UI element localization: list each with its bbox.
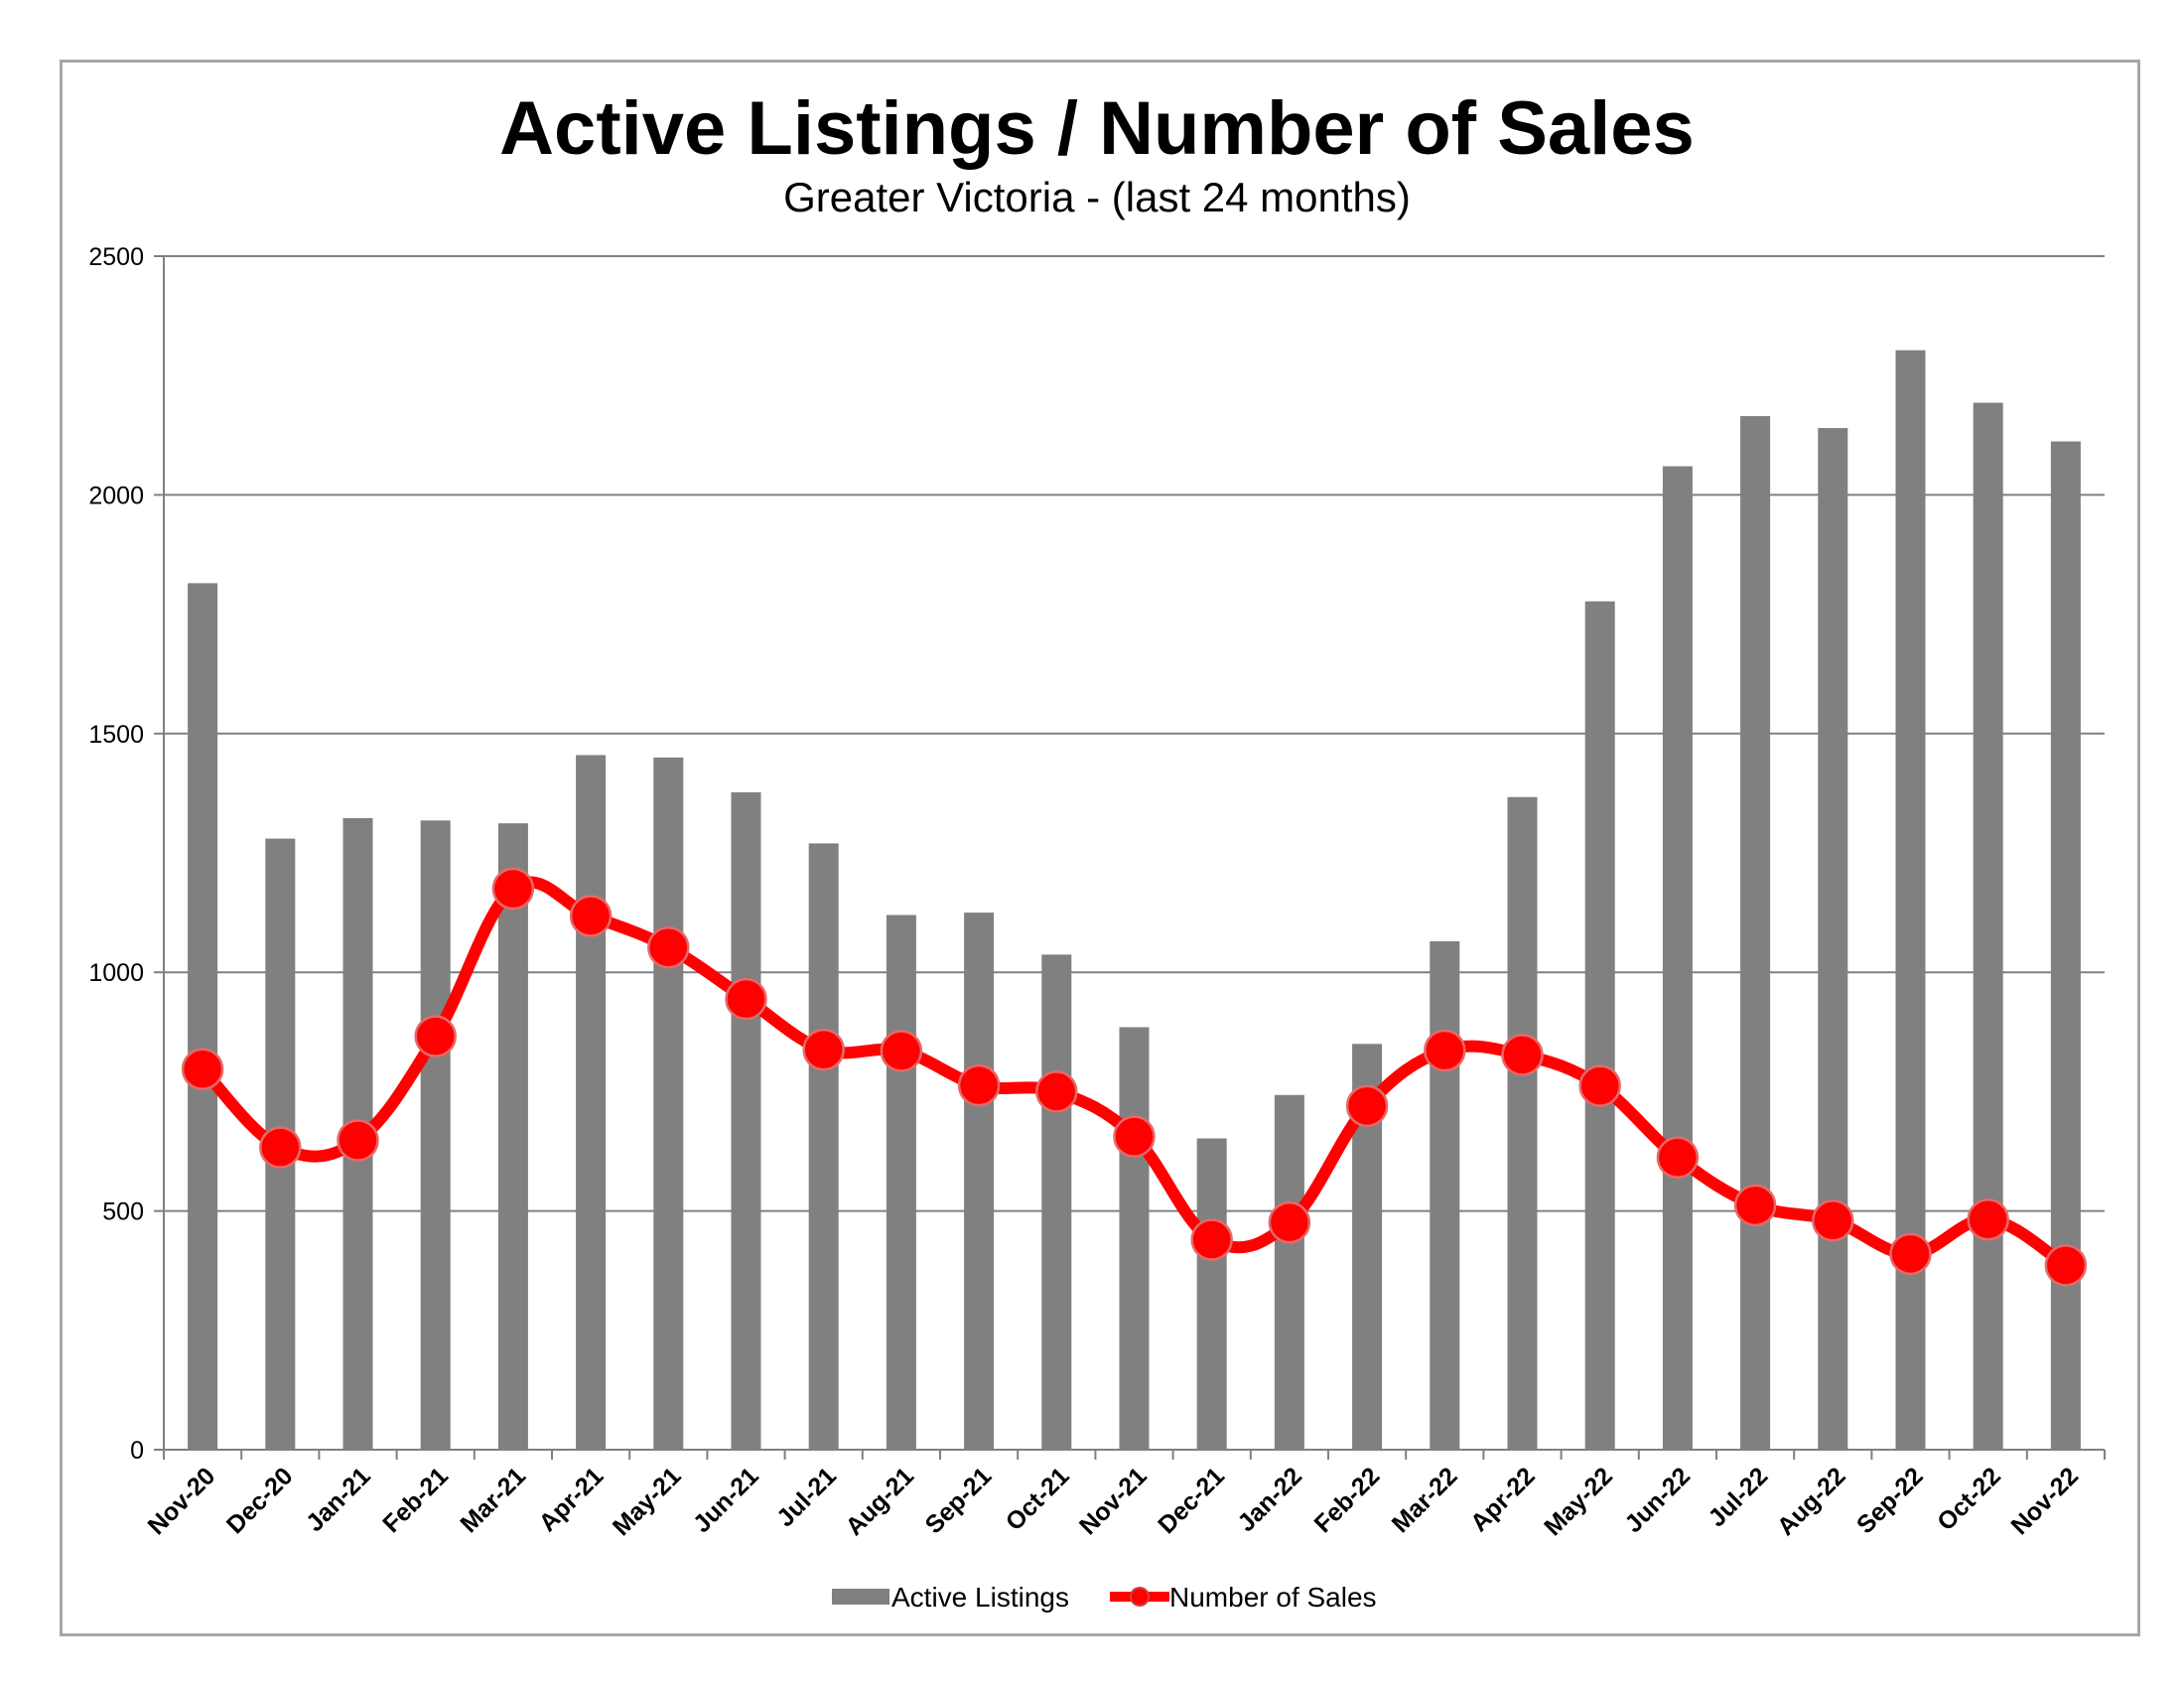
line-series-number-of-sales [181, 867, 2088, 1287]
x-tick-label-May-21: May-21 [608, 1462, 687, 1541]
x-tick-label-Oct-22: Oct-22 [1932, 1462, 2006, 1536]
point-number-of-sales-Feb-21 [414, 1015, 457, 1057]
point-number-of-sales-Jan-22 [1268, 1200, 1311, 1244]
y-tick-label-2500: 2500 [88, 243, 144, 271]
x-tick-label-Feb-22: Feb-22 [1309, 1462, 1386, 1538]
bar-active-listings-Aug-22 [1818, 428, 1848, 1450]
bar-active-listings-Jan-22 [1274, 1094, 1304, 1450]
y-tick-label-1000: 1000 [88, 959, 144, 987]
point-number-of-sales-Oct-22 [1967, 1198, 2009, 1241]
point-number-of-sales-Dec-21 [1190, 1218, 1233, 1261]
bar-active-listings-Nov-22 [2050, 441, 2081, 1450]
point-number-of-sales-Sep-21 [957, 1063, 1001, 1107]
x-tick-label-Apr-22: Apr-22 [1465, 1462, 1541, 1537]
bar-active-listings-May-22 [1584, 601, 1615, 1450]
point-number-of-sales-Jul-22 [1733, 1184, 1777, 1227]
legend-label-number-of-sales: Number of Sales [1169, 1582, 1377, 1613]
bar-active-listings-Mar-22 [1430, 940, 1460, 1450]
point-number-of-sales-Jul-21 [802, 1028, 845, 1071]
bar-series-active-listings [188, 350, 2081, 1451]
chart-title: Active Listings / Number of Sales [499, 86, 1695, 171]
x-tick-label-Oct-21: Oct-21 [1001, 1462, 1075, 1536]
bar-active-listings-Apr-21 [576, 755, 607, 1450]
legend-swatch-active-listings [832, 1589, 889, 1605]
legend-swatch-marker-number-of-sales [1130, 1587, 1150, 1607]
bar-active-listings-Aug-21 [886, 914, 916, 1450]
point-number-of-sales-Apr-22 [1501, 1034, 1544, 1076]
x-tick-label-Mar-21: Mar-21 [455, 1462, 531, 1538]
bar-active-listings-Jun-21 [731, 791, 761, 1450]
point-number-of-sales-Jan-21 [337, 1119, 379, 1162]
y-tick-label-500: 500 [102, 1198, 144, 1226]
bar-active-listings-Jun-22 [1662, 466, 1693, 1450]
x-tick-label-Dec-21: Dec-21 [1153, 1462, 1230, 1539]
point-number-of-sales-Nov-21 [1113, 1115, 1156, 1158]
bar-active-listings-Jul-22 [1740, 416, 1771, 1450]
chart-subtitle: Greater Victoria - (last 24 months) [783, 174, 1411, 220]
axes [154, 255, 2106, 1460]
x-tick-label-Aug-22: Aug-22 [1772, 1462, 1851, 1541]
bar-active-listings-Sep-21 [964, 913, 995, 1450]
point-number-of-sales-Nov-20 [181, 1048, 224, 1091]
y-tick-label-0: 0 [130, 1437, 144, 1465]
point-number-of-sales-Sep-22 [1889, 1232, 1932, 1276]
bar-active-listings-Mar-21 [497, 823, 528, 1450]
point-number-of-sales-Aug-21 [880, 1030, 923, 1072]
x-tick-label-Dec-20: Dec-20 [221, 1462, 299, 1539]
point-number-of-sales-Apr-21 [569, 895, 613, 937]
point-number-of-sales-Jun-22 [1656, 1136, 1700, 1180]
point-number-of-sales-Aug-22 [1812, 1198, 1854, 1242]
y-tick-label-1500: 1500 [88, 721, 144, 749]
x-tick-label-Mar-22: Mar-22 [1387, 1462, 1463, 1538]
legend-label-active-listings: Active Listings [891, 1582, 1069, 1613]
bar-active-listings-Nov-21 [1119, 1027, 1150, 1450]
x-tick-label-Jan-22: Jan-22 [1232, 1462, 1307, 1537]
bar-active-listings-Apr-22 [1507, 796, 1538, 1450]
bar-active-listings-Oct-22 [1973, 402, 2003, 1450]
point-number-of-sales-Jun-21 [725, 977, 767, 1021]
x-tick-label-Sep-22: Sep-22 [1851, 1462, 1929, 1539]
bar-active-listings-Sep-22 [1895, 350, 1926, 1451]
point-number-of-sales-Dec-20 [259, 1126, 302, 1169]
y-tick-label-2000: 2000 [88, 482, 144, 509]
x-tick-label-Nov-21: Nov-21 [1074, 1462, 1153, 1540]
point-number-of-sales-May-21 [647, 925, 690, 969]
x-tick-label-Jan-21: Jan-21 [301, 1462, 376, 1537]
x-tick-label-Feb-21: Feb-21 [377, 1462, 454, 1538]
x-tick-label-Aug-21: Aug-21 [840, 1462, 919, 1541]
bar-active-listings-Oct-21 [1041, 954, 1072, 1450]
point-number-of-sales-Nov-22 [2044, 1244, 2088, 1287]
x-tick-label-Sep-21: Sep-21 [920, 1462, 998, 1539]
point-number-of-sales-Mar-21 [491, 867, 535, 911]
point-number-of-sales-Oct-21 [1035, 1070, 1078, 1113]
point-number-of-sales-May-22 [1578, 1064, 1621, 1107]
x-tick-label-Jul-22: Jul-22 [1703, 1462, 1773, 1532]
legend: Active Listings Number of Sales [832, 1582, 1377, 1613]
x-tick-label-Jul-21: Jul-21 [771, 1462, 842, 1532]
chart-frame [60, 60, 2140, 1636]
bar-active-listings-Nov-20 [188, 583, 218, 1450]
x-tick-label-Nov-20: Nov-20 [143, 1462, 221, 1540]
bar-active-listings-Jul-21 [808, 843, 839, 1450]
x-tick-label-Jun-22: Jun-22 [1619, 1462, 1696, 1538]
x-tick-label-Apr-21: Apr-21 [534, 1462, 610, 1537]
x-tick-label-May-22: May-22 [1539, 1462, 1618, 1541]
point-number-of-sales-Feb-22 [1345, 1084, 1389, 1128]
x-tick-label-Jun-21: Jun-21 [688, 1462, 764, 1538]
x-tick-label-Nov-22: Nov-22 [2005, 1462, 2084, 1540]
bar-active-listings-Feb-21 [420, 820, 451, 1450]
bar-active-listings-May-21 [653, 757, 684, 1450]
x-axis-tick-labels: Nov-20 Dec-20 Jan-21 Feb-21 Mar-21 Apr-21May-… [143, 1462, 2085, 1541]
point-number-of-sales-Mar-22 [1424, 1029, 1466, 1072]
bar-active-listings-Dec-21 [1196, 1138, 1227, 1450]
y-axis-tick-labels: 0 500 1000 1500 2000 2500 [88, 243, 144, 1465]
